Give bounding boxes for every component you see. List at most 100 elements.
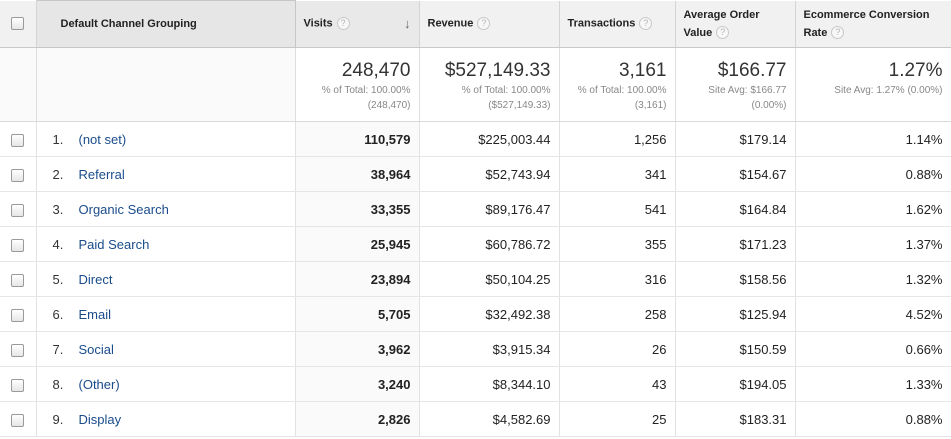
dimension-cell: 1. (not set) — [36, 121, 296, 157]
header-row: Default Channel Grouping Visits? ↓ Reven… — [0, 0, 951, 48]
channel-link[interactable]: (not set) — [78, 131, 127, 147]
row-checkbox[interactable] — [11, 308, 25, 322]
transactions-cell: 1,256 — [559, 121, 676, 157]
revenue-header-label: Revenue — [427, 17, 474, 30]
visits-cell: 25,945 — [295, 226, 420, 262]
table-row: 1. (not set) 110,579 $225,003.44 1,256 $179.1… — [0, 121, 951, 157]
totals-row: 248,470 % of Total: 100.00% (248,470) $5… — [0, 47, 951, 122]
help-icon[interactable]: ? — [716, 26, 730, 40]
transactions-cell: 541 — [559, 191, 676, 227]
dimension-cell: 5. Direct — [36, 261, 296, 297]
visits-cell: 5,705 — [295, 296, 420, 332]
ecr-column-header[interactable]: Ecommerce Conversion Rate? — [795, 0, 951, 48]
visits-cell: 110,579 — [295, 121, 420, 157]
revenue-column-header[interactable]: Revenue? — [419, 0, 560, 48]
table-row: 7. Social 3,962 $3,915.34 26 $150.59 0.66% — [0, 331, 951, 367]
dimension-cell: 9. Display — [36, 401, 296, 437]
row-number: 5. — [52, 271, 64, 287]
row-checkbox-cell[interactable] — [0, 331, 37, 367]
dimension-cell: 6. Email — [36, 296, 296, 332]
dimension-header-label: Default Channel Grouping — [60, 18, 197, 30]
revenue-cell: $52,743.94 — [419, 156, 560, 192]
table-row: 2. Referral 38,964 $52,743.94 341 $154.67 0.88… — [0, 156, 951, 192]
transactions-column-header[interactable]: Transactions? — [559, 0, 676, 48]
visits-cell: 3,240 — [295, 366, 420, 402]
visits-cell: 23,894 — [295, 261, 420, 297]
dimension-cell: 4. Paid Search — [36, 226, 296, 262]
channel-link[interactable]: Direct — [78, 271, 113, 287]
help-icon[interactable]: ? — [477, 17, 491, 31]
channel-link[interactable]: (Other) — [78, 376, 120, 392]
ecr-cell: 1.33% — [795, 366, 951, 402]
row-checkbox-cell[interactable] — [0, 366, 37, 402]
channel-link[interactable]: Display — [78, 411, 122, 427]
table-row: 5. Direct 23,894 $50,104.25 316 $158.56 1.32% — [0, 261, 951, 297]
table-row: 4. Paid Search 25,945 $60,786.72 355 $171.23 1… — [0, 226, 951, 262]
aov-cell: $164.84 — [675, 191, 796, 227]
transactions-cell: 26 — [559, 331, 676, 367]
aov-column-header[interactable]: Average Order Value? — [675, 0, 796, 48]
total-aov: $166.77 Site Avg: $166.77 (0.00%) — [675, 47, 796, 122]
aov-cell: $125.94 — [675, 296, 796, 332]
row-checkbox[interactable] — [11, 273, 25, 287]
visits-column-header[interactable]: Visits? ↓ — [295, 0, 420, 48]
dimension-column-header[interactable]: Default Channel Grouping — [35, 0, 296, 48]
dimension-cell: 7. Social — [36, 331, 296, 367]
row-checkbox-cell[interactable] — [0, 261, 37, 297]
aov-cell: $150.59 — [675, 331, 796, 367]
ecr-cell: 1.32% — [795, 261, 951, 297]
visits-header-label: Visits — [303, 17, 333, 30]
sort-descending-icon[interactable]: ↓ — [404, 15, 411, 31]
row-checkbox-cell[interactable] — [0, 156, 37, 192]
row-checkbox[interactable] — [11, 133, 25, 147]
aov-cell: $158.56 — [675, 261, 796, 297]
transactions-cell: 25 — [559, 401, 676, 437]
transactions-cell: 355 — [559, 226, 676, 262]
row-checkbox[interactable] — [11, 343, 25, 357]
table-row: 9. Display 2,826 $4,582.69 25 $183.31 0.88% — [0, 401, 951, 437]
ecr-cell: 0.66% — [795, 331, 951, 367]
revenue-cell: $32,492.38 — [419, 296, 560, 332]
row-checkbox-cell[interactable] — [0, 121, 37, 157]
select-all-checkbox-cell[interactable] — [0, 0, 37, 48]
ecr-cell: 1.62% — [795, 191, 951, 227]
visits-cell: 3,962 — [295, 331, 420, 367]
table-row: 6. Email 5,705 $32,492.38 258 $125.94 4.52% — [0, 296, 951, 332]
row-checkbox[interactable] — [11, 203, 25, 217]
row-number: 1. — [52, 131, 64, 147]
row-checkbox-cell[interactable] — [0, 401, 37, 437]
row-checkbox[interactable] — [11, 168, 25, 182]
visits-cell: 2,826 — [295, 401, 420, 437]
row-checkbox-cell[interactable] — [0, 191, 37, 227]
table-row: 3. Organic Search 33,355 $89,176.47 541 $164.… — [0, 191, 951, 227]
ecr-cell: 0.88% — [795, 156, 951, 192]
total-revenue: $527,149.33 % of Total: 100.00% ($527,14… — [419, 47, 560, 122]
row-checkbox[interactable] — [11, 238, 25, 252]
aov-cell: $183.31 — [675, 401, 796, 437]
help-icon[interactable]: ? — [639, 17, 653, 31]
channel-link[interactable]: Social — [78, 341, 114, 357]
row-number: 3. — [52, 201, 64, 217]
revenue-cell: $8,344.10 — [419, 366, 560, 402]
select-all-checkbox[interactable] — [11, 17, 25, 31]
revenue-cell: $4,582.69 — [419, 401, 560, 437]
row-checkbox[interactable] — [11, 413, 25, 427]
channel-link[interactable]: Referral — [78, 166, 125, 182]
ecr-cell: 0.88% — [795, 401, 951, 437]
total-transactions: 3,161 % of Total: 100.00% (3,161) — [559, 47, 676, 122]
row-checkbox-cell[interactable] — [0, 296, 37, 332]
help-icon[interactable]: ? — [336, 16, 350, 30]
row-checkbox-cell[interactable] — [0, 226, 37, 262]
row-checkbox[interactable] — [11, 378, 25, 392]
channel-link[interactable]: Paid Search — [78, 236, 150, 252]
channel-link[interactable]: Email — [78, 306, 112, 322]
transactions-cell: 341 — [559, 156, 676, 192]
aov-header-label-line1: Average Order — [683, 8, 760, 21]
revenue-cell: $3,915.34 — [419, 331, 560, 367]
dimension-cell: 3. Organic Search — [36, 191, 296, 227]
table-row: 8. (Other) 3,240 $8,344.10 43 $194.05 1.33% — [0, 366, 951, 402]
channel-link[interactable]: Organic Search — [78, 201, 169, 217]
row-number: 8. — [52, 376, 64, 392]
help-icon[interactable]: ? — [831, 26, 845, 40]
